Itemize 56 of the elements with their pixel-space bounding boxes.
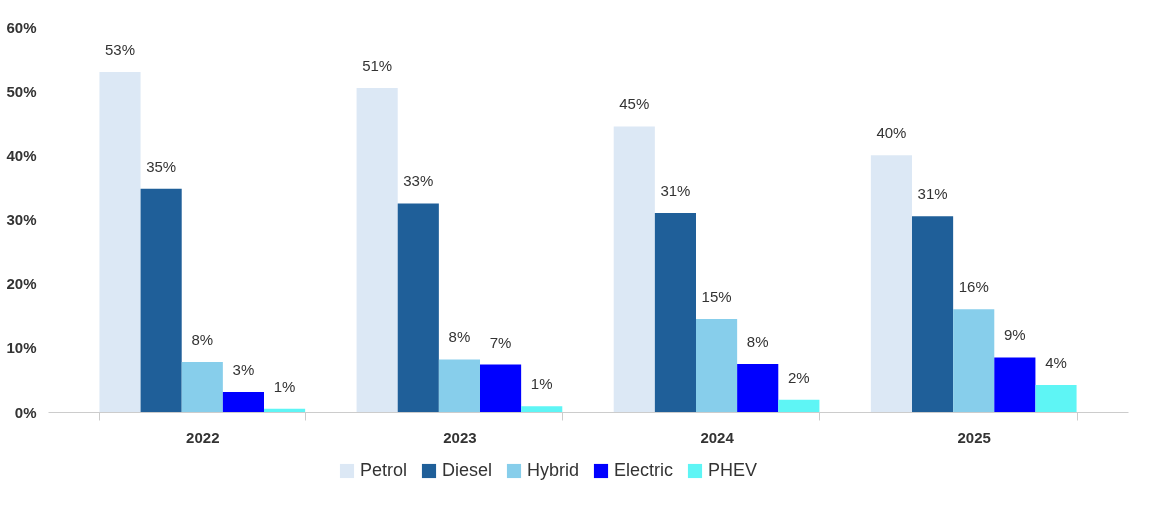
bar (521, 406, 563, 412)
data-label: 8% (746, 332, 769, 350)
y-tick-label: 20% (6, 275, 37, 293)
y-tick-label: 10% (6, 339, 37, 357)
data-label: 1% (273, 377, 296, 395)
bar (264, 408, 306, 412)
data-label: 8% (191, 330, 214, 348)
legend-label: Diesel (442, 460, 493, 480)
y-tick-label: 0% (14, 403, 37, 421)
bar (99, 71, 141, 412)
bar (438, 359, 480, 412)
bar (870, 155, 912, 412)
data-label: 4% (1045, 354, 1067, 372)
y-tick-label: 50% (6, 82, 37, 100)
data-label: 8% (448, 328, 471, 346)
y-tick-label: 60% (6, 18, 37, 36)
data-label: 15% (701, 287, 732, 305)
y-tick-label: 30% (6, 211, 37, 228)
bar (222, 392, 264, 412)
bar (140, 188, 182, 412)
data-label: 7% (489, 333, 512, 351)
data-label: 45% (619, 95, 650, 113)
data-label: 1% (530, 375, 553, 393)
legend-label: PHEV (708, 460, 758, 480)
bar (912, 216, 954, 412)
bar (181, 361, 223, 412)
bar (737, 363, 779, 412)
bar (953, 309, 995, 412)
bar (1035, 385, 1077, 412)
data-label: 2% (788, 368, 810, 386)
bar (778, 399, 820, 412)
data-label: 31% (660, 182, 691, 200)
bar (613, 126, 655, 412)
x-tick-label: 2024 (700, 428, 735, 446)
data-label: 35% (146, 157, 177, 175)
bar (356, 87, 398, 412)
data-label: 3% (232, 361, 255, 379)
data-label: 33% (403, 172, 434, 190)
bar (654, 213, 696, 412)
x-tick-label: 2025 (957, 428, 991, 446)
data-label: 9% (1004, 326, 1026, 344)
legend-label: Electric (614, 460, 674, 480)
data-label: 53% (104, 40, 136, 58)
data-label: 40% (876, 124, 907, 142)
data-label: 51% (362, 56, 393, 74)
y-tick-label: 40% (6, 146, 37, 164)
bar (480, 364, 522, 412)
bar (696, 318, 738, 412)
x-tick-label: 2022 (186, 428, 220, 446)
bar (994, 357, 1036, 412)
legend-label: Hybrid (527, 460, 580, 480)
x-tick-label: 2023 (443, 428, 477, 446)
bar (397, 203, 439, 412)
data-label: 31% (917, 185, 948, 203)
legend-label: Petrol (360, 460, 408, 480)
data-label: 16% (958, 278, 989, 296)
